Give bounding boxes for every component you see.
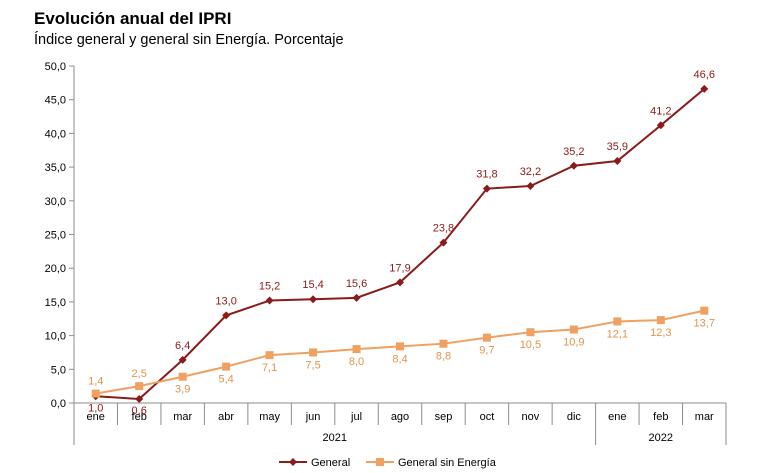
y-tick-label: 0,0	[51, 398, 66, 410]
data-label: 35,9	[607, 141, 628, 153]
data-label: 8,8	[436, 351, 451, 363]
data-label: 7,5	[305, 359, 320, 371]
data-label: 15,2	[259, 281, 280, 293]
data-label: 15,4	[302, 279, 323, 291]
data-label: 46,6	[694, 69, 715, 81]
data-label: 8,4	[392, 353, 407, 365]
data-point	[613, 317, 622, 326]
data-point	[222, 362, 231, 371]
x-tick-label: sep	[435, 411, 453, 423]
x-tick-label: oct	[480, 411, 495, 423]
x-tick-label: nov	[522, 411, 540, 423]
data-point	[265, 351, 274, 360]
data-point	[352, 345, 361, 354]
data-point	[439, 339, 448, 348]
data-point	[91, 389, 100, 398]
data-label: 32,2	[520, 166, 541, 178]
data-label: 17,9	[389, 262, 410, 274]
data-label: 23,8	[433, 223, 454, 235]
y-tick-label: 25,0	[45, 230, 66, 242]
y-tick-label: 45,0	[45, 95, 66, 107]
y-tick-label: 40,0	[45, 128, 66, 140]
series-general-sin-energia: 1,4 2,5 3,9 5,4 7,1 7,5 8,0 8,4 8,8 9,7 10,5 10,9 12…	[88, 306, 715, 398]
x-tick-label: abr	[218, 411, 234, 423]
chart-title: Evolución anual del IPRI	[34, 9, 232, 28]
data-label: 5,4	[218, 374, 233, 386]
data-point	[700, 306, 709, 315]
data-label: 2,5	[132, 368, 147, 380]
x-tick-label: feb	[132, 411, 147, 423]
data-label: 31,8	[476, 169, 497, 181]
y-tick-label: 50,0	[45, 61, 66, 73]
x-tick-label: ene	[87, 411, 105, 423]
data-point	[178, 372, 187, 381]
data-point	[352, 293, 361, 302]
data-label: 1,4	[88, 376, 103, 388]
legend-label-general-sin-energia: General sin Energía	[398, 457, 497, 469]
data-point	[526, 181, 535, 190]
data-point	[613, 157, 622, 166]
y-tick-label: 10,0	[45, 331, 66, 343]
data-label: 3,9	[175, 384, 190, 396]
x-tick-label: dic	[567, 411, 582, 423]
legend: General General sin Energía	[279, 457, 497, 469]
data-label: 12,3	[650, 327, 671, 339]
x-tick-label: ene	[608, 411, 626, 423]
data-point	[396, 342, 404, 351]
data-point	[656, 121, 665, 130]
data-label: 0,6	[132, 405, 147, 417]
data-point	[656, 316, 665, 325]
y-tick-label: 20,0	[45, 263, 66, 275]
year-label: 2022	[649, 432, 673, 444]
y-tick-label: 30,0	[45, 196, 66, 208]
data-point	[482, 333, 491, 342]
data-label: 8,0	[349, 356, 364, 368]
series-line	[95, 309, 705, 395]
data-point	[309, 348, 318, 357]
data-label: 9,7	[479, 345, 494, 357]
data-point	[569, 325, 578, 334]
chart-subtitle: Índice general y general sin Energía. Po…	[34, 32, 344, 48]
y-tick-label: 5,0	[51, 364, 66, 376]
x-tick-label: jul	[350, 411, 362, 423]
x-tick-label: jun	[305, 411, 321, 423]
data-label: 13,7	[694, 318, 715, 330]
data-point	[135, 382, 144, 391]
legend-marker	[376, 458, 384, 466]
data-label: 41,2	[650, 105, 671, 117]
data-point	[482, 184, 491, 193]
data-point	[396, 278, 404, 287]
data-label: 1,0	[88, 402, 103, 414]
data-point	[700, 84, 709, 93]
data-label: 13,0	[215, 295, 236, 307]
data-point	[309, 295, 318, 304]
y-tick-label: 35,0	[45, 162, 66, 174]
x-tick-label: may	[259, 411, 280, 423]
data-point	[569, 161, 578, 170]
data-label: 10,9	[563, 337, 584, 349]
data-label: 35,2	[563, 146, 584, 158]
data-label: 6,4	[175, 340, 190, 352]
x-tick-label: ago	[391, 411, 409, 423]
data-label: 12,1	[607, 328, 628, 340]
data-point	[439, 238, 448, 247]
data-label: 10,5	[520, 339, 541, 351]
data-point	[135, 394, 144, 403]
data-point	[265, 296, 274, 305]
x-tick-label: feb	[653, 411, 668, 423]
x-tick-label: mar	[695, 411, 714, 423]
data-point	[526, 328, 535, 337]
data-point	[222, 311, 231, 320]
legend-marker	[289, 458, 297, 466]
data-label: 15,6	[346, 278, 367, 290]
series-general: 1,0 0,6 6,4 13,0 15,2 15,4 15,6 17,9 23,8 31,8 32,…	[88, 69, 715, 417]
legend-label-general: General	[311, 457, 350, 469]
data-point	[178, 355, 187, 364]
y-tick-label: 15,0	[45, 297, 66, 309]
x-tick-label: mar	[173, 411, 192, 423]
year-label: 2021	[323, 432, 347, 444]
data-label: 7,1	[262, 362, 277, 374]
